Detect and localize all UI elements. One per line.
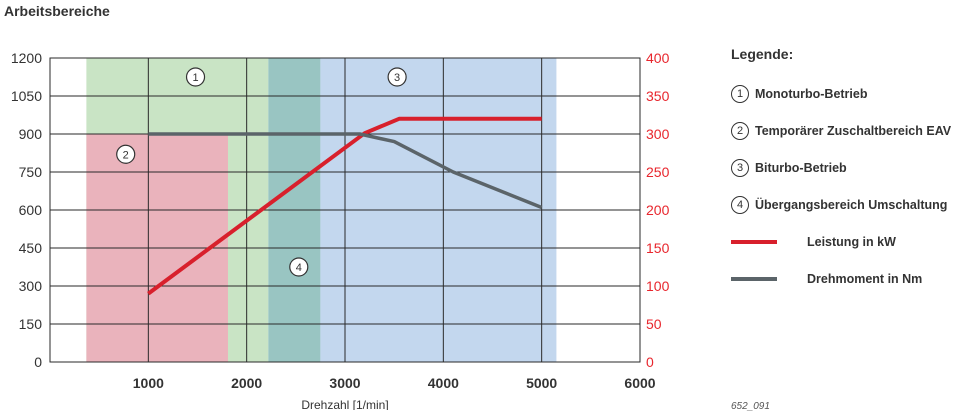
legend-title: Legende: — [731, 46, 794, 62]
chart: 1 2 3 4 0 150 300 450 600 750 900 1050 1200 0 50 100 15… — [11, 50, 670, 410]
y-left-tick-label: 300 — [19, 278, 43, 294]
region-marker-label: 3 — [394, 72, 400, 84]
y-left-tick-label: 450 — [19, 240, 43, 256]
region-marker-1: 1 — [185, 67, 206, 87]
legend-line-torque: Drehmoment in Nm — [731, 260, 971, 297]
x-tick-label: 4000 — [428, 375, 459, 391]
legend-marker: 2 — [731, 121, 749, 140]
legend-item-transition: 4 Übergangsbereich Umschaltung — [731, 186, 971, 223]
y-left-tick-label: 1050 — [11, 88, 42, 104]
legend-marker: 4 — [731, 195, 749, 214]
legend-item-biturbo: 3 Biturbo-Betrieb — [731, 149, 971, 186]
legend-swatch-power — [731, 239, 777, 244]
y-right-tick-label: 150 — [646, 240, 670, 256]
series-line — [147, 116, 542, 296]
legend-item-eav: 2 Temporärer Zuschaltbereich EAV — [731, 112, 971, 149]
chart-region-markers: 1 2 3 4 — [116, 67, 407, 277]
x-axis-label: Drehzahl [1/min] — [301, 398, 388, 410]
legend-label: Monoturbo-Betrieb — [755, 86, 868, 101]
y-right-tick-label: 400 — [646, 50, 670, 66]
legend-item-monoturbo: 1 Monoturbo-Betrieb — [731, 75, 971, 112]
y-right-tick-label: 50 — [646, 316, 662, 332]
region-marker-label: 4 — [296, 262, 302, 274]
region-marker-4: 4 — [289, 257, 309, 277]
x-tick-label: 1000 — [133, 375, 164, 391]
region-marker-circle — [289, 257, 309, 277]
x-tick-label: 3000 — [329, 375, 360, 391]
page-title: Arbeitsbereiche — [4, 3, 110, 19]
legend: Legende: 1 Monoturbo-Betrieb 2 Temporäre… — [731, 46, 971, 297]
x-tick-label: 5000 — [526, 375, 557, 391]
chart-series — [147, 116, 543, 296]
plot-frame — [49, 57, 641, 363]
legend-marker: 1 — [731, 84, 749, 103]
y-left-tick-label: 0 — [34, 354, 42, 370]
region-marker-label: 2 — [123, 149, 129, 161]
region-marker-label: 1 — [192, 72, 198, 84]
series-line — [148, 132, 543, 210]
legend-marker: 3 — [731, 158, 749, 177]
y-right-tick-label: 200 — [646, 202, 670, 218]
y-left-tick-label: 150 — [19, 316, 43, 332]
region-marker-circle — [185, 67, 206, 87]
y-left-tick-label: 1200 — [11, 50, 42, 66]
y-left-tick-label: 750 — [19, 164, 43, 180]
legend-label: Drehmoment in Nm — [807, 271, 923, 286]
legend-label: Temporärer Zuschaltbereich EAV — [755, 123, 952, 138]
legend-label: Leistung in kW — [807, 234, 896, 249]
y-right-tick-label: 350 — [646, 88, 670, 104]
legend-line-power: Leistung in kW — [731, 223, 971, 260]
x-tick-label: 6000 — [624, 375, 655, 391]
figure-id: 652_091 — [731, 401, 770, 412]
chart-ticks: 0150300450600750900105012000501001502002… — [11, 50, 670, 391]
y-left-tick-label: 600 — [19, 202, 43, 218]
chart-axes — [49, 57, 641, 363]
y-right-tick-label: 0 — [646, 354, 654, 370]
region-marker-2: 2 — [116, 144, 136, 164]
y-left-tick-label: 900 — [19, 126, 43, 142]
y-right-tick-label: 300 — [646, 126, 670, 142]
y-right-tick-label: 250 — [646, 164, 670, 180]
y-right-tick-label: 100 — [646, 278, 670, 294]
x-tick-label: 2000 — [231, 375, 262, 391]
region-marker-3: 3 — [387, 67, 407, 87]
region-marker-circle — [116, 144, 136, 164]
legend-label: Biturbo-Betrieb — [755, 160, 847, 175]
legend-swatch-torque — [731, 276, 777, 281]
legend-label: Übergangsbereich Umschaltung — [755, 197, 948, 212]
region-marker-circle — [387, 67, 407, 87]
